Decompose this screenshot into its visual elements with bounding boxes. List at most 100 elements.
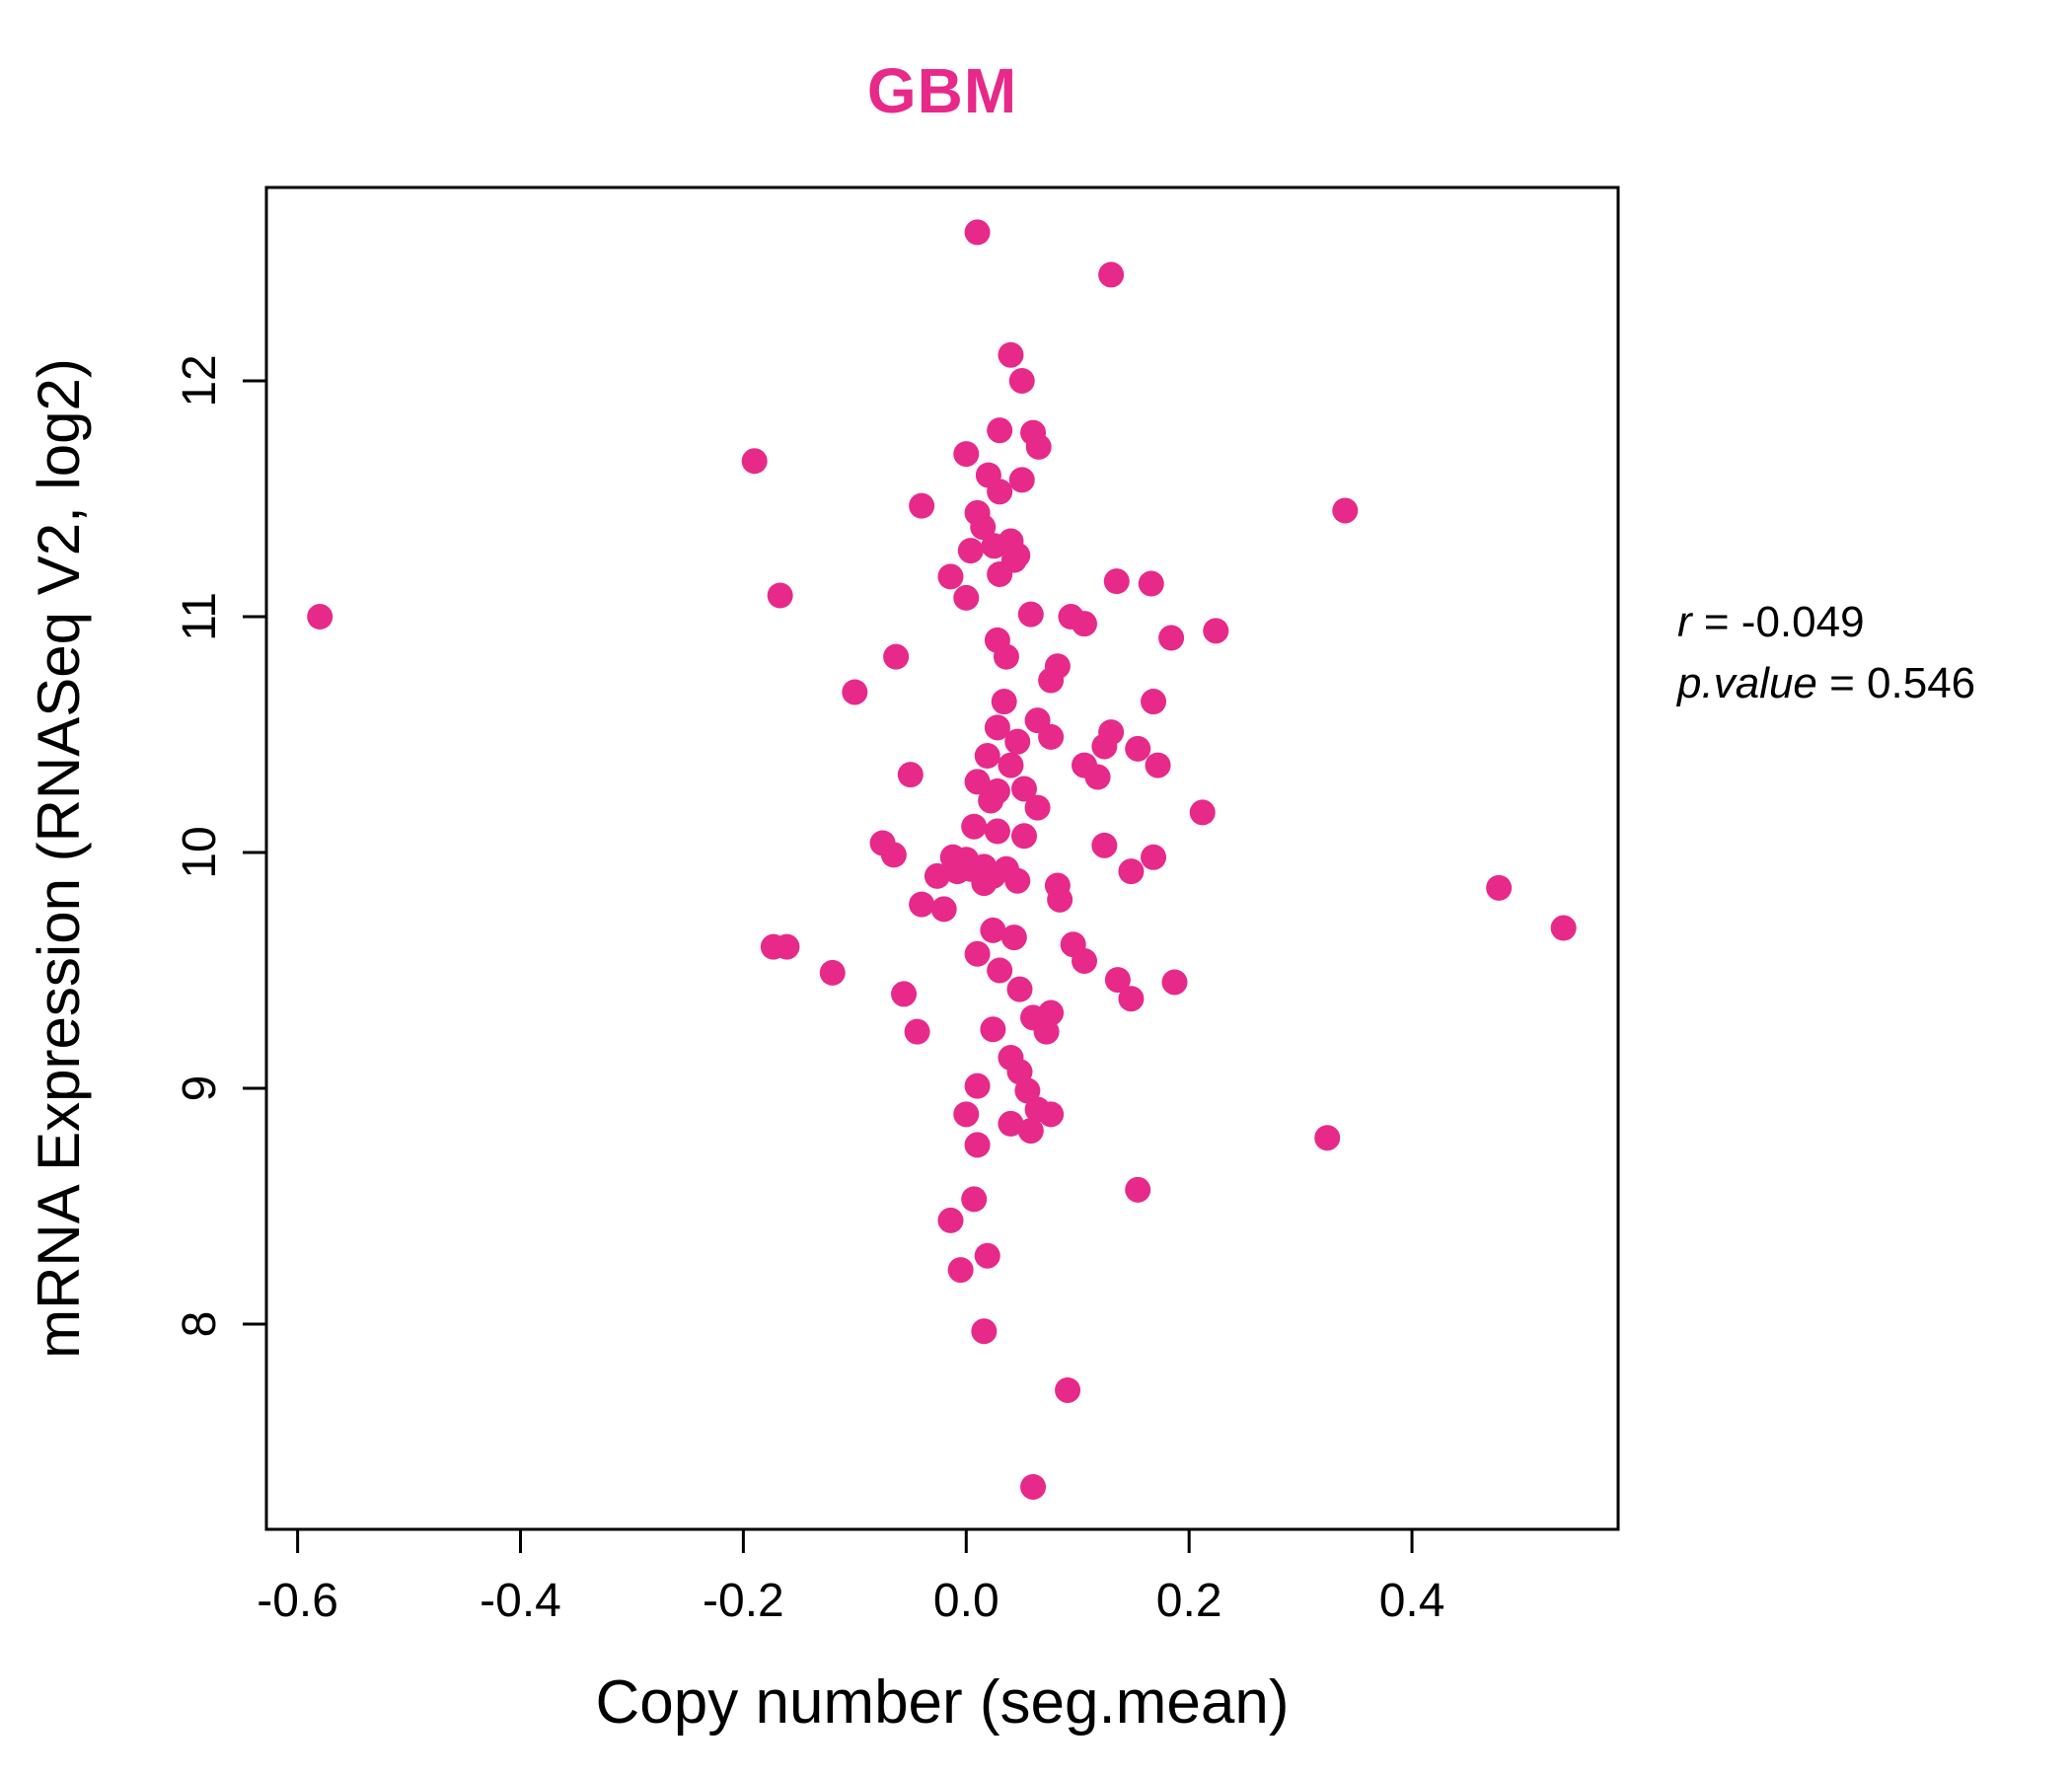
data-point bbox=[1038, 723, 1065, 750]
data-point bbox=[1017, 1118, 1044, 1145]
x-tick-label: 0.4 bbox=[1379, 1575, 1445, 1627]
data-point bbox=[1118, 986, 1145, 1012]
y-tick-label: 11 bbox=[174, 592, 226, 641]
x-tick-label: -0.2 bbox=[703, 1575, 784, 1627]
data-point bbox=[897, 762, 924, 788]
data-point bbox=[980, 917, 1006, 943]
data-point bbox=[1017, 601, 1044, 628]
r-label: r bbox=[1677, 598, 1692, 646]
data-point bbox=[998, 1110, 1024, 1137]
data-point bbox=[1006, 976, 1033, 1002]
data-point bbox=[741, 448, 768, 475]
data-point bbox=[987, 560, 1013, 587]
correlation-annotation: r = -0.049 p.value = 0.546 bbox=[1677, 592, 1975, 713]
data-point bbox=[1314, 1125, 1341, 1151]
data-point bbox=[953, 584, 980, 611]
data-point bbox=[909, 492, 935, 519]
y-tick-label: 9 bbox=[174, 1075, 226, 1102]
data-point bbox=[957, 538, 984, 564]
data-point bbox=[984, 818, 1010, 845]
data-point bbox=[970, 514, 997, 541]
data-point bbox=[1011, 776, 1038, 802]
data-point bbox=[987, 479, 1013, 505]
data-point bbox=[1047, 886, 1073, 913]
data-point bbox=[842, 679, 868, 705]
data-point bbox=[974, 1242, 1000, 1269]
data-point bbox=[1145, 752, 1171, 778]
x-tick-label: -0.6 bbox=[257, 1575, 338, 1627]
data-point bbox=[964, 219, 991, 246]
data-point bbox=[1024, 794, 1051, 821]
data-point bbox=[974, 743, 1000, 770]
data-point bbox=[1014, 1077, 1041, 1104]
data-point bbox=[1008, 467, 1035, 493]
data-point bbox=[1486, 874, 1513, 901]
data-point bbox=[993, 643, 1019, 670]
x-tick-label: 0.0 bbox=[933, 1575, 999, 1627]
y-tick-label: 10 bbox=[174, 826, 226, 878]
data-point bbox=[964, 940, 991, 967]
data-point bbox=[1084, 764, 1111, 790]
data-point bbox=[819, 959, 846, 986]
data-point bbox=[1550, 915, 1577, 941]
y-tick-label: 8 bbox=[174, 1311, 226, 1338]
p-value: = 0.546 bbox=[1816, 658, 1976, 707]
data-point bbox=[1038, 1101, 1065, 1128]
data-point bbox=[930, 896, 957, 923]
data-point bbox=[961, 1186, 988, 1213]
data-point bbox=[1125, 1176, 1151, 1203]
data-point bbox=[1103, 568, 1130, 595]
data-point bbox=[1025, 433, 1052, 460]
x-tick-label: 0.2 bbox=[1156, 1575, 1222, 1627]
p-value-label: p.value bbox=[1677, 658, 1817, 707]
x-axis-label: Copy number (seg.mean) bbox=[595, 1668, 1290, 1737]
data-point bbox=[964, 769, 991, 795]
data-point bbox=[891, 981, 918, 1007]
data-point bbox=[1161, 969, 1188, 996]
data-point bbox=[1098, 261, 1125, 288]
data-point bbox=[1138, 570, 1164, 597]
data-point bbox=[1038, 667, 1065, 694]
data-point bbox=[1118, 858, 1145, 885]
data-point bbox=[998, 752, 1024, 778]
data-point bbox=[1104, 967, 1131, 994]
data-point bbox=[1072, 611, 1098, 637]
plot-frame bbox=[264, 185, 1620, 1531]
data-point bbox=[1091, 733, 1118, 760]
data-point bbox=[953, 441, 980, 468]
chart-title: GBM bbox=[866, 55, 1018, 126]
data-point bbox=[971, 1318, 998, 1345]
data-point bbox=[937, 1207, 964, 1233]
data-point bbox=[1141, 844, 1167, 870]
data-point bbox=[953, 1101, 980, 1128]
data-point bbox=[924, 862, 950, 889]
data-point bbox=[971, 870, 998, 897]
data-point bbox=[961, 813, 988, 840]
data-point bbox=[1091, 832, 1118, 858]
data-point bbox=[774, 933, 800, 960]
data-point bbox=[1020, 1473, 1047, 1500]
data-point bbox=[1072, 947, 1098, 974]
data-point bbox=[1055, 1376, 1081, 1403]
data-point bbox=[987, 957, 1013, 984]
data-point bbox=[984, 714, 1010, 741]
data-point bbox=[937, 563, 964, 590]
data-point bbox=[880, 842, 907, 868]
y-tick-label: 12 bbox=[174, 354, 226, 407]
data-point bbox=[1004, 867, 1031, 894]
p-value-line: p.value = 0.546 bbox=[1677, 653, 1975, 714]
data-point bbox=[1141, 689, 1167, 715]
data-point bbox=[1203, 618, 1229, 644]
data-point bbox=[307, 604, 333, 630]
data-point bbox=[964, 1073, 991, 1099]
data-point bbox=[1189, 799, 1216, 826]
data-point bbox=[1000, 925, 1027, 951]
data-point bbox=[991, 689, 1017, 715]
data-point bbox=[1004, 728, 1031, 755]
data-point bbox=[964, 1132, 991, 1158]
data-point bbox=[1125, 735, 1151, 762]
x-tick-label: -0.4 bbox=[480, 1575, 561, 1627]
data-point bbox=[1011, 823, 1038, 850]
